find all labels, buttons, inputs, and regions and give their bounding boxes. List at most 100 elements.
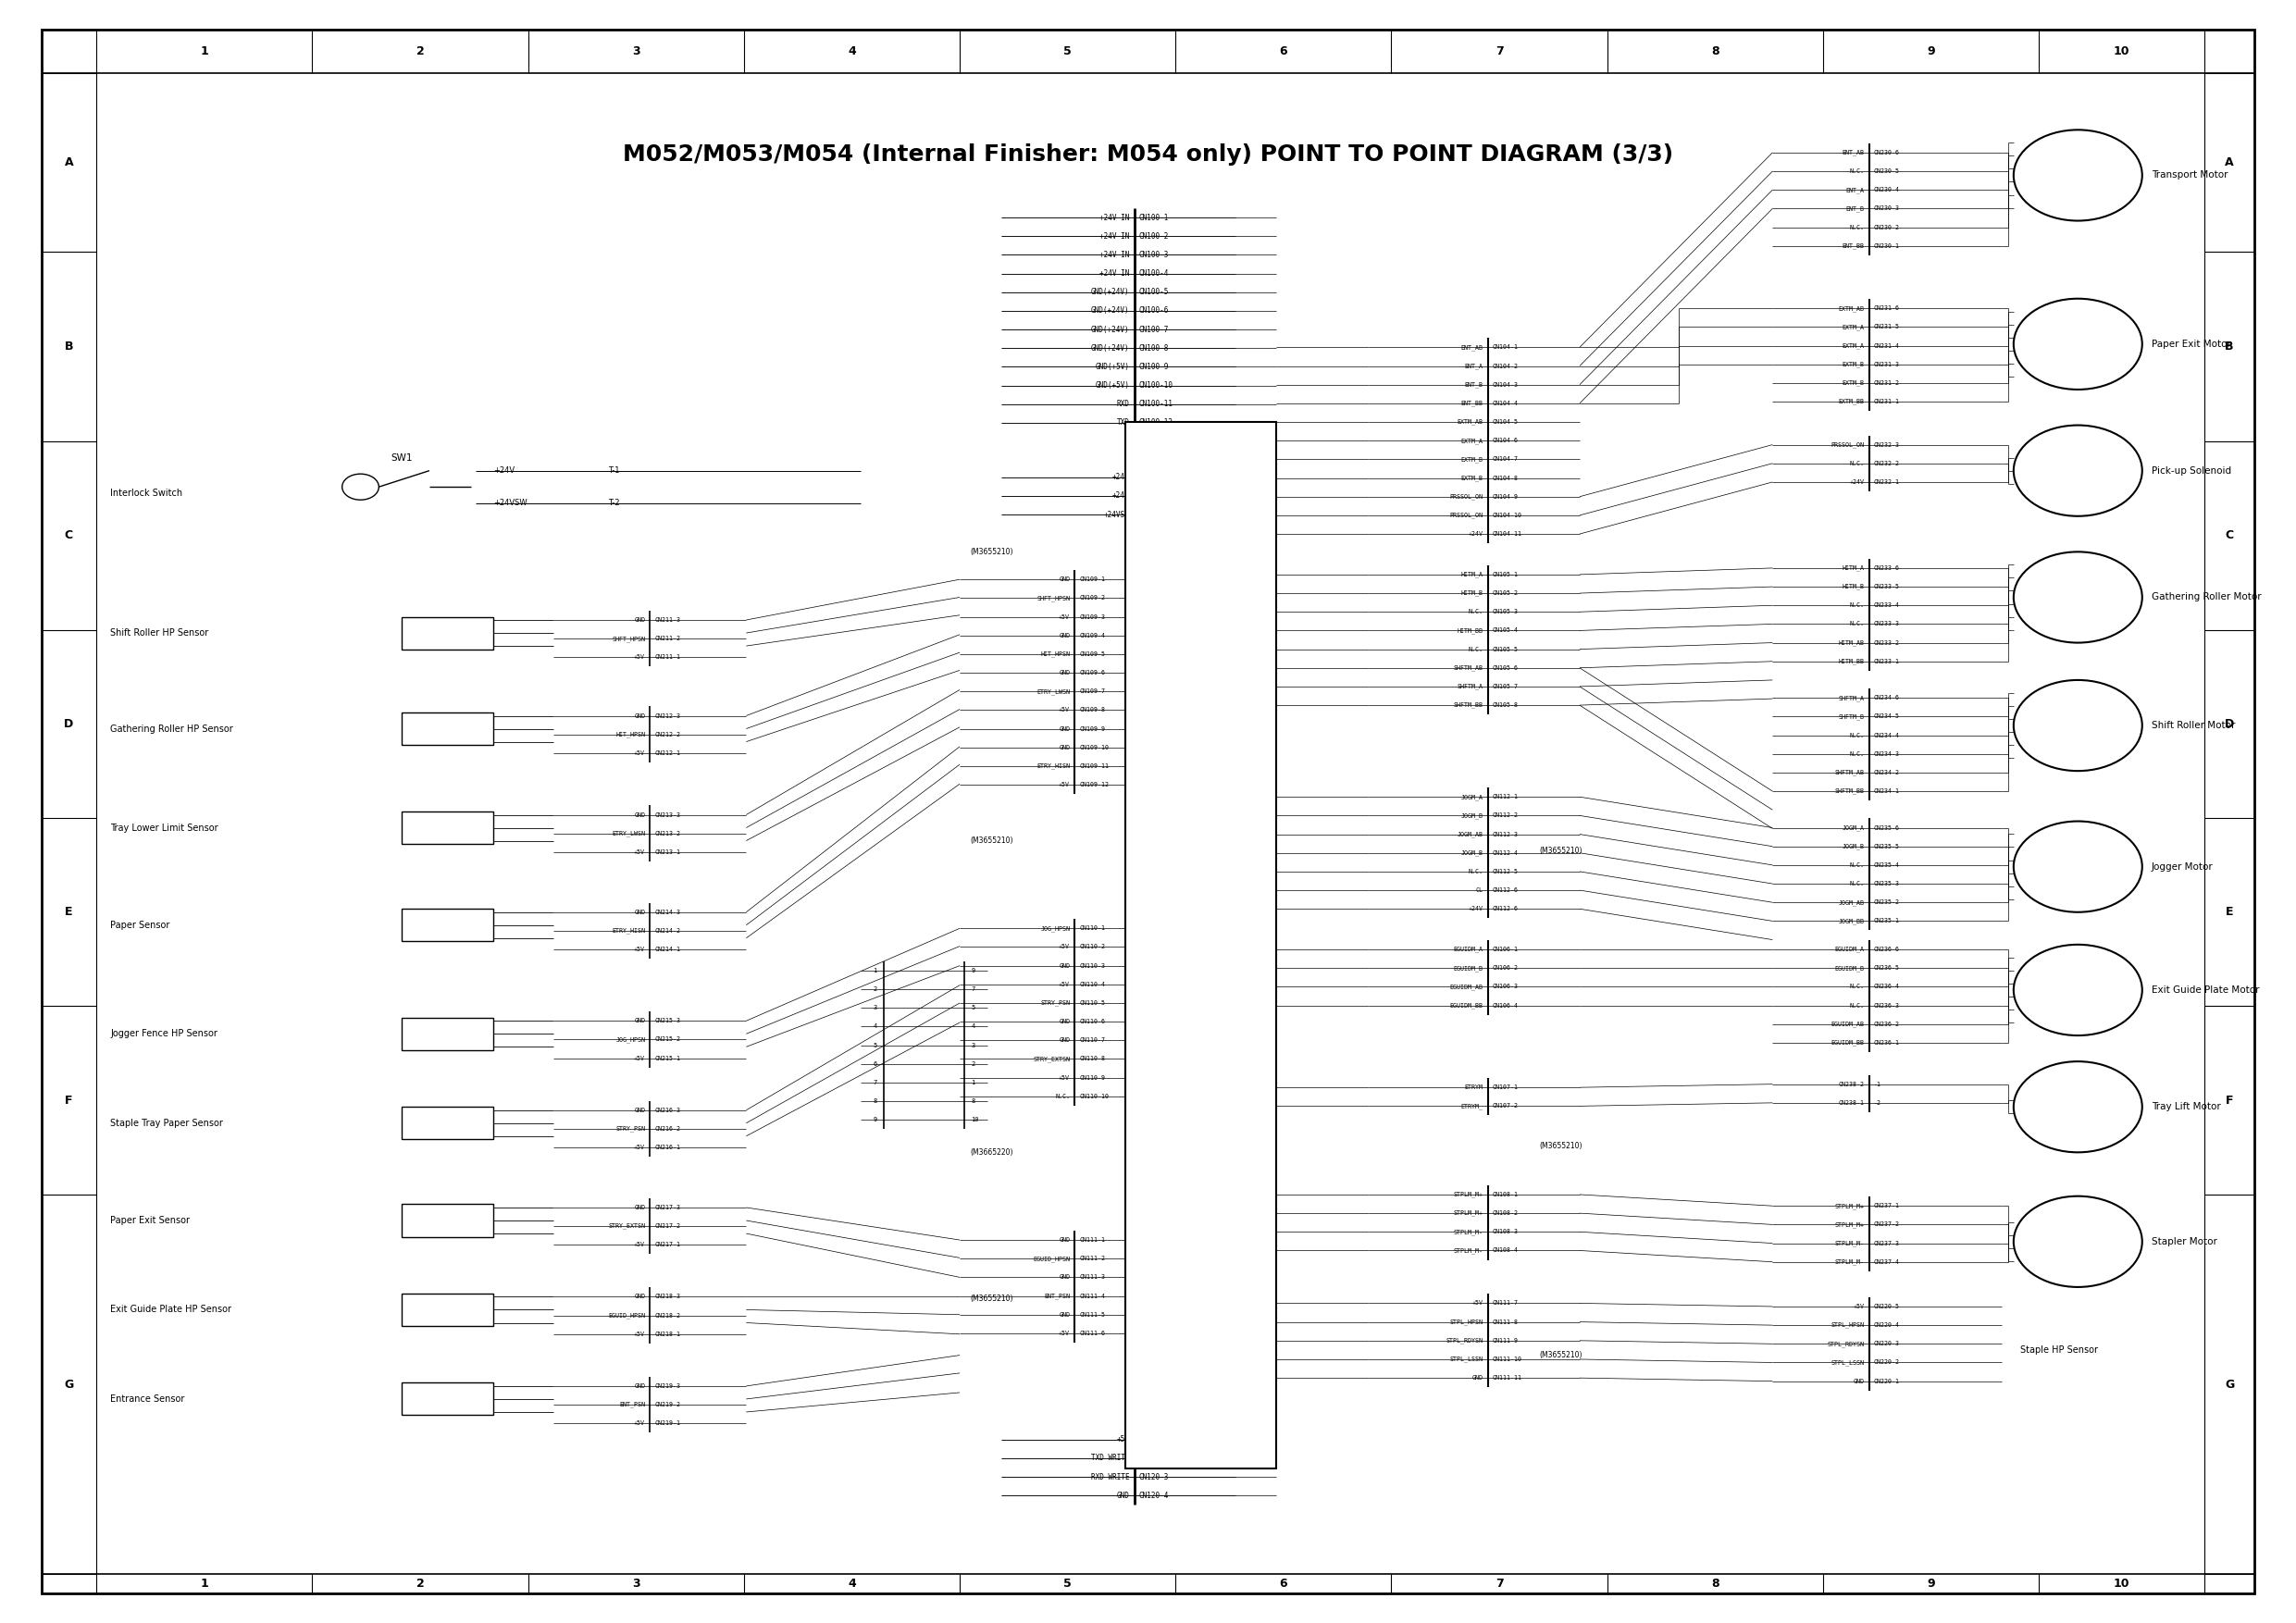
Text: EXTM_AB: EXTM_AB [1458, 419, 1483, 425]
Text: CN106-4: CN106-4 [1492, 1003, 1518, 1008]
Text: EGUID_HPSN: EGUID_HPSN [608, 1313, 645, 1318]
Text: CN100-7: CN100-7 [1139, 325, 1169, 334]
Text: STPL_HPSN: STPL_HPSN [1449, 1319, 1483, 1324]
Text: STPLM_M+: STPLM_M+ [1453, 1191, 1483, 1198]
Text: STPL_HPSN: STPL_HPSN [1830, 1323, 1864, 1328]
Text: Pick-up Solenoid: Pick-up Solenoid [2151, 466, 2232, 476]
Text: CN105-3: CN105-3 [1492, 609, 1518, 615]
Text: CN108-1: CN108-1 [1492, 1191, 1518, 1198]
Text: +24V IN: +24V IN [1100, 269, 1130, 278]
Text: CN110-7: CN110-7 [1079, 1037, 1104, 1044]
Text: N.C.: N.C. [1851, 169, 1864, 174]
Text: EGUIDM_AB: EGUIDM_AB [1449, 984, 1483, 990]
Text: STPL_RDYSN: STPL_RDYSN [1446, 1337, 1483, 1344]
Text: HITM_BB: HITM_BB [1458, 628, 1483, 633]
Text: S6: S6 [441, 1118, 455, 1128]
Text: HIT_HPSN: HIT_HPSN [615, 732, 645, 737]
Text: N.C.: N.C. [1851, 602, 1864, 609]
Text: CN235-5: CN235-5 [1874, 844, 1899, 849]
Text: CN230-3: CN230-3 [1874, 206, 1899, 211]
Text: 6: 6 [1279, 1578, 1288, 1591]
Text: 7: 7 [1495, 45, 1504, 57]
Text: +5V: +5V [1058, 782, 1070, 787]
Text: CN218-3: CN218-3 [654, 1294, 680, 1300]
Text: CN212-2: CN212-2 [654, 732, 680, 737]
Text: CN237-1: CN237-1 [1874, 1203, 1899, 1209]
Text: EXTM_B: EXTM_B [1841, 380, 1864, 386]
Text: GND: GND [634, 712, 645, 719]
Text: STRY_EXTSN: STRY_EXTSN [608, 1224, 645, 1229]
Text: EGUIDM_AB: EGUIDM_AB [1830, 1021, 1864, 1027]
Bar [402, 1294, 494, 1326]
Text: -2: -2 [1874, 1100, 1880, 1105]
Text: CN234-3: CN234-3 [1874, 751, 1899, 756]
Text: CN106-1: CN106-1 [1492, 946, 1518, 953]
Text: S7: S7 [441, 1216, 455, 1225]
Text: CN100-10: CN100-10 [1139, 381, 1173, 390]
Text: CN112-5: CN112-5 [1492, 868, 1518, 875]
Text: CN233-5: CN233-5 [1874, 584, 1899, 589]
Text: T-2: T-2 [608, 498, 620, 508]
Circle shape [2014, 1196, 2142, 1287]
Text: PRSSOL_ON: PRSSOL_ON [1449, 513, 1483, 518]
Text: 2: 2 [416, 45, 425, 57]
Text: JOGM_BB: JOGM_BB [1839, 919, 1864, 923]
Text: Exit Guide Plate Motor: Exit Guide Plate Motor [2151, 985, 2259, 995]
Text: CN235-2: CN235-2 [1874, 899, 1899, 906]
Text: STPLM_M-: STPLM_M- [1453, 1248, 1483, 1253]
Text: CN109-10: CN109-10 [1079, 745, 1109, 750]
Text: CN107-1: CN107-1 [1492, 1084, 1518, 1091]
Text: CN111-8: CN111-8 [1492, 1319, 1518, 1324]
Text: STPLM_M+: STPLM_M+ [1453, 1211, 1483, 1216]
Text: +5V: +5V [1058, 945, 1070, 949]
Text: CN231-2: CN231-2 [1874, 380, 1899, 386]
Text: TXD: TXD [1116, 419, 1130, 427]
Text: 3: 3 [872, 1005, 877, 1011]
Text: CN105-8: CN105-8 [1492, 703, 1518, 708]
Text: CN236-4: CN236-4 [1874, 984, 1899, 990]
Text: +24V: +24V [1851, 479, 1864, 485]
Text: STPL_LSSN: STPL_LSSN [1449, 1357, 1483, 1362]
Text: CN120-3: CN120-3 [1139, 1472, 1169, 1482]
Text: CN213-3: CN213-3 [654, 812, 680, 818]
Text: CN214-2: CN214-2 [654, 928, 680, 933]
Text: CN233-4: CN233-4 [1874, 602, 1899, 609]
Text: 2: 2 [416, 1578, 425, 1591]
Text: CN236-2: CN236-2 [1874, 1021, 1899, 1027]
Text: +5V: +5V [634, 750, 645, 756]
Text: CN230-6: CN230-6 [1874, 149, 1899, 156]
Text: ENT_PSN: ENT_PSN [1045, 1294, 1070, 1298]
Text: JOGM_B: JOGM_B [1841, 844, 1864, 849]
Text: CN235-1: CN235-1 [1874, 919, 1899, 923]
Text: N.C.: N.C. [1851, 622, 1864, 626]
Text: HIT_HPSN: HIT_HPSN [1040, 651, 1070, 657]
Text: GND: GND [1058, 1311, 1070, 1318]
Text: +5V: +5V [1116, 1435, 1130, 1444]
Text: 9: 9 [872, 1117, 877, 1123]
Text: CN220-3: CN220-3 [1874, 1341, 1899, 1347]
Text: ENT_A: ENT_A [1465, 364, 1483, 368]
Text: STRY_PSN: STRY_PSN [615, 1126, 645, 1131]
Text: Staple HP Sensor: Staple HP Sensor [2020, 1345, 2099, 1355]
Text: CN216-2: CN216-2 [654, 1126, 680, 1131]
Text: EXTM_B: EXTM_B [1841, 362, 1864, 367]
Text: 10: 10 [2112, 1578, 2131, 1591]
Text: STRY_EXTSN: STRY_EXTSN [1033, 1057, 1070, 1061]
Text: CN104-4: CN104-4 [1492, 401, 1518, 406]
Text: GND: GND [1058, 1019, 1070, 1024]
Text: HITM_B: HITM_B [1841, 584, 1864, 589]
Text: CN233-3: CN233-3 [1874, 622, 1899, 626]
Text: +24V IN: +24V IN [1100, 232, 1130, 240]
Text: CN110-6: CN110-6 [1079, 1019, 1104, 1024]
Text: CN100-12: CN100-12 [1139, 419, 1173, 427]
Text: GND(+24V): GND(+24V) [1091, 325, 1130, 334]
Text: 7: 7 [872, 1079, 877, 1086]
Bar [402, 1107, 494, 1139]
Text: TXD WRITE: TXD WRITE [1091, 1454, 1130, 1462]
Text: (M3655210): (M3655210) [971, 1294, 1013, 1303]
Text: CN100-11: CN100-11 [1139, 399, 1173, 409]
Text: CN109-1: CN109-1 [1079, 576, 1104, 583]
Text: N.C.: N.C. [1851, 862, 1864, 868]
Text: 5: 5 [1063, 1578, 1072, 1591]
Text: CN112-2: CN112-2 [1492, 813, 1518, 818]
